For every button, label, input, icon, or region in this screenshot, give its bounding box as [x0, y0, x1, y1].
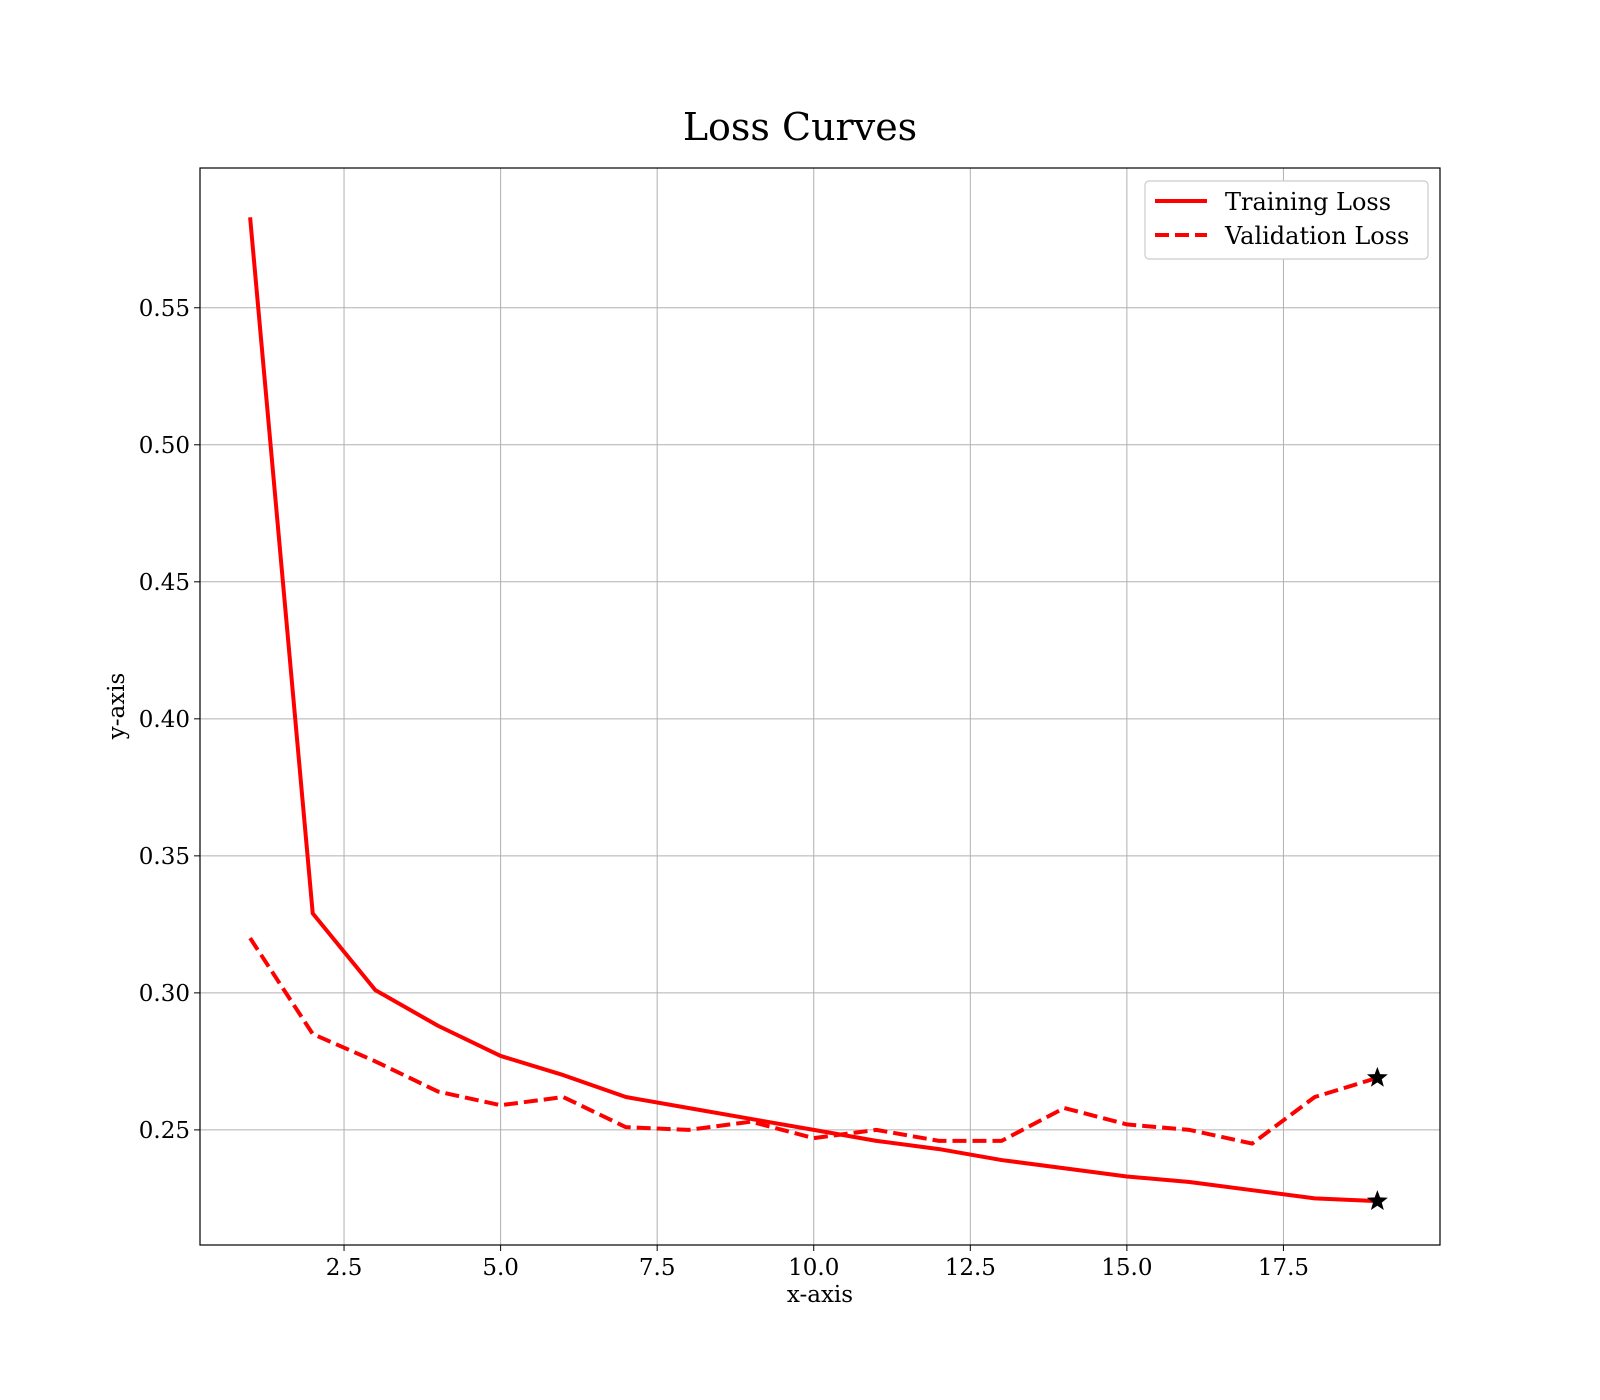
marker-layer — [1366, 1066, 1388, 1211]
y-axis-label: y-axis — [104, 673, 130, 741]
y-tick-label: 0.40 — [139, 707, 190, 733]
legend-validation-label: Validation Loss — [1224, 222, 1409, 250]
x-axis-label: x-axis — [787, 1282, 853, 1308]
y-tick-label: 0.25 — [139, 1118, 190, 1144]
star-marker-icon — [1366, 1066, 1388, 1087]
x-tick-label: 12.5 — [945, 1255, 996, 1281]
legend-training-label: Training Loss — [1225, 188, 1391, 216]
y-tick-label: 0.35 — [139, 844, 190, 870]
y-tick-label: 0.30 — [139, 981, 190, 1007]
training-loss-line — [248, 217, 1378, 1204]
star-marker-icon — [1366, 1190, 1388, 1211]
grid — [200, 168, 1440, 1245]
series-layer — [248, 217, 1378, 1204]
validation-loss-line — [248, 936, 1378, 1146]
y-tick-label: 0.45 — [139, 570, 190, 596]
y-tick-label: 0.55 — [139, 296, 190, 322]
legend-box — [1144, 180, 1429, 260]
y-tick-label: 0.50 — [139, 433, 190, 459]
x-axis-ticks: 2.5 5.0 7.5 10.0 12.5 15.0 17.5 — [326, 1245, 1309, 1281]
x-tick-label: 7.5 — [639, 1255, 676, 1281]
chart-title: Loss Curves — [683, 105, 917, 149]
y-axis-ticks: 0.25 0.30 0.35 0.40 0.45 0.50 0.55 — [139, 296, 200, 1144]
legend: Training Loss Validation Loss — [1144, 180, 1429, 260]
x-tick-label: 15.0 — [1101, 1255, 1152, 1281]
x-tick-label: 10.0 — [788, 1255, 839, 1281]
x-tick-label: 17.5 — [1258, 1255, 1309, 1281]
plot-frame — [199, 167, 1441, 1246]
x-tick-label: 2.5 — [326, 1255, 363, 1281]
x-tick-label: 5.0 — [482, 1255, 519, 1281]
